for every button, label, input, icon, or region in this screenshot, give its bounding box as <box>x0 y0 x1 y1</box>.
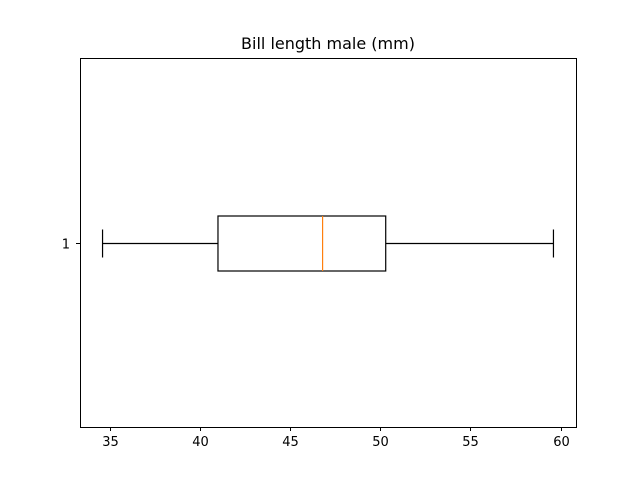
x-tick-label: 45 <box>282 435 299 450</box>
x-tick-label: 40 <box>192 435 209 450</box>
x-tick-label: 60 <box>553 435 570 450</box>
x-tick-label: 55 <box>462 435 479 450</box>
y-axis: 1 <box>62 238 80 253</box>
plot-area-frame <box>80 58 577 428</box>
chart-title: Bill length male (mm) <box>241 34 415 53</box>
box-group <box>101 215 555 272</box>
x-axis: 35 40 45 50 55 60 <box>102 427 570 450</box>
y-tick-label: 1 <box>62 238 70 253</box>
x-tick-label: 35 <box>102 435 119 450</box>
box-iqr <box>217 215 387 272</box>
x-tick-label: 50 <box>372 435 389 450</box>
